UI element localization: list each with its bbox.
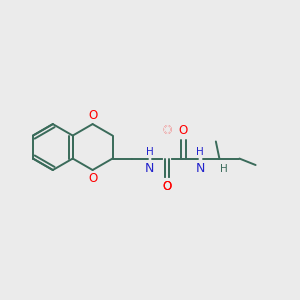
Text: H: H <box>220 164 228 174</box>
Text: H: H <box>146 147 154 157</box>
Text: N: N <box>145 162 154 175</box>
Text: H: H <box>196 147 204 157</box>
Text: O: O <box>88 109 97 122</box>
Text: O: O <box>178 124 188 137</box>
Text: O: O <box>162 124 172 137</box>
Text: O: O <box>162 180 172 193</box>
Text: O: O <box>88 172 97 185</box>
Text: O: O <box>162 180 172 193</box>
Text: N: N <box>196 162 205 175</box>
Text: O: O <box>162 124 172 137</box>
